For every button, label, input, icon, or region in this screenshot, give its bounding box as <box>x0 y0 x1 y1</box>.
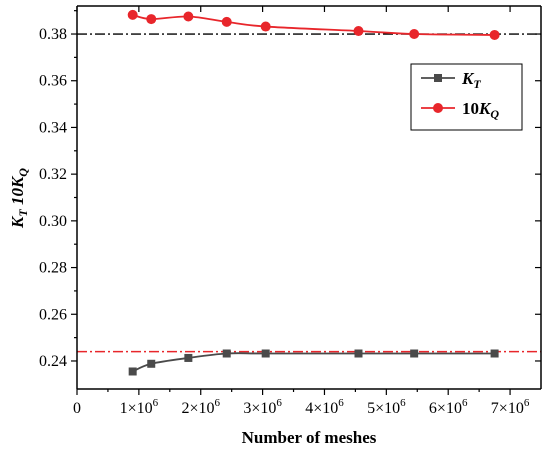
y-tick-label: 0.24 <box>39 353 67 370</box>
x-tick-label: 0 <box>73 400 81 417</box>
x-tick-label: 2×106 <box>181 397 220 417</box>
x-tick-label: 1×106 <box>120 397 159 417</box>
kq-point <box>146 14 157 25</box>
y-axis-title: KT 10KQ <box>8 168 30 229</box>
kt-point <box>184 353 193 362</box>
legend-kt-label: KT <box>461 69 481 91</box>
legend-kq-label: 10KQ <box>462 99 499 121</box>
x-tick-label: 5×106 <box>367 397 406 417</box>
kq-point <box>183 11 194 22</box>
kq-point <box>127 9 138 20</box>
kt-point <box>147 359 156 368</box>
legend-kq-marker <box>433 103 443 113</box>
x-axis-title: Number of meshes <box>242 428 377 447</box>
y-tick-label: 0.28 <box>39 260 67 277</box>
kq-point <box>409 29 420 40</box>
y-tick-label: 0.30 <box>39 213 67 230</box>
legend: KT 10KQ <box>410 63 523 131</box>
y-axis-title-kt-sub: T <box>16 209 30 217</box>
y-tick-label: 0.38 <box>39 26 67 43</box>
kq-point <box>489 29 500 40</box>
x-tick-label: 7×106 <box>491 397 530 417</box>
x-tick-label: 6×106 <box>429 397 468 417</box>
x-ticks: 0 1×106 2×106 3×106 4×106 5×106 6×106 7×106 <box>73 6 530 417</box>
kq-point <box>353 25 364 36</box>
x-tick-label: 3×106 <box>243 397 282 417</box>
y-ticks: 0.24 0.26 0.28 0.30 0.32 0.34 0.36 0.38 <box>39 10 541 370</box>
y-tick-label: 0.36 <box>39 73 67 90</box>
kq-point <box>221 16 232 27</box>
y-tick-label: 0.34 <box>39 119 67 136</box>
legend-box <box>410 63 523 131</box>
kt-point <box>490 349 499 358</box>
legend-kt-marker <box>434 74 442 82</box>
kt-point <box>410 349 419 358</box>
kt-point <box>128 367 137 376</box>
y-tick-label: 0.32 <box>39 166 67 183</box>
x-tick-label: 4×106 <box>305 397 344 417</box>
y-axis-title-kt: K <box>8 215 27 229</box>
y-axis-title-kq-sub: Q <box>16 168 30 177</box>
kq-point <box>260 21 271 32</box>
kt-point <box>261 349 270 358</box>
y-tick-label: 0.26 <box>39 306 67 323</box>
kt-point <box>222 349 231 358</box>
series-layer <box>127 9 500 376</box>
kt-point <box>354 349 363 358</box>
y-axis-title-kq: 10K <box>8 175 27 205</box>
